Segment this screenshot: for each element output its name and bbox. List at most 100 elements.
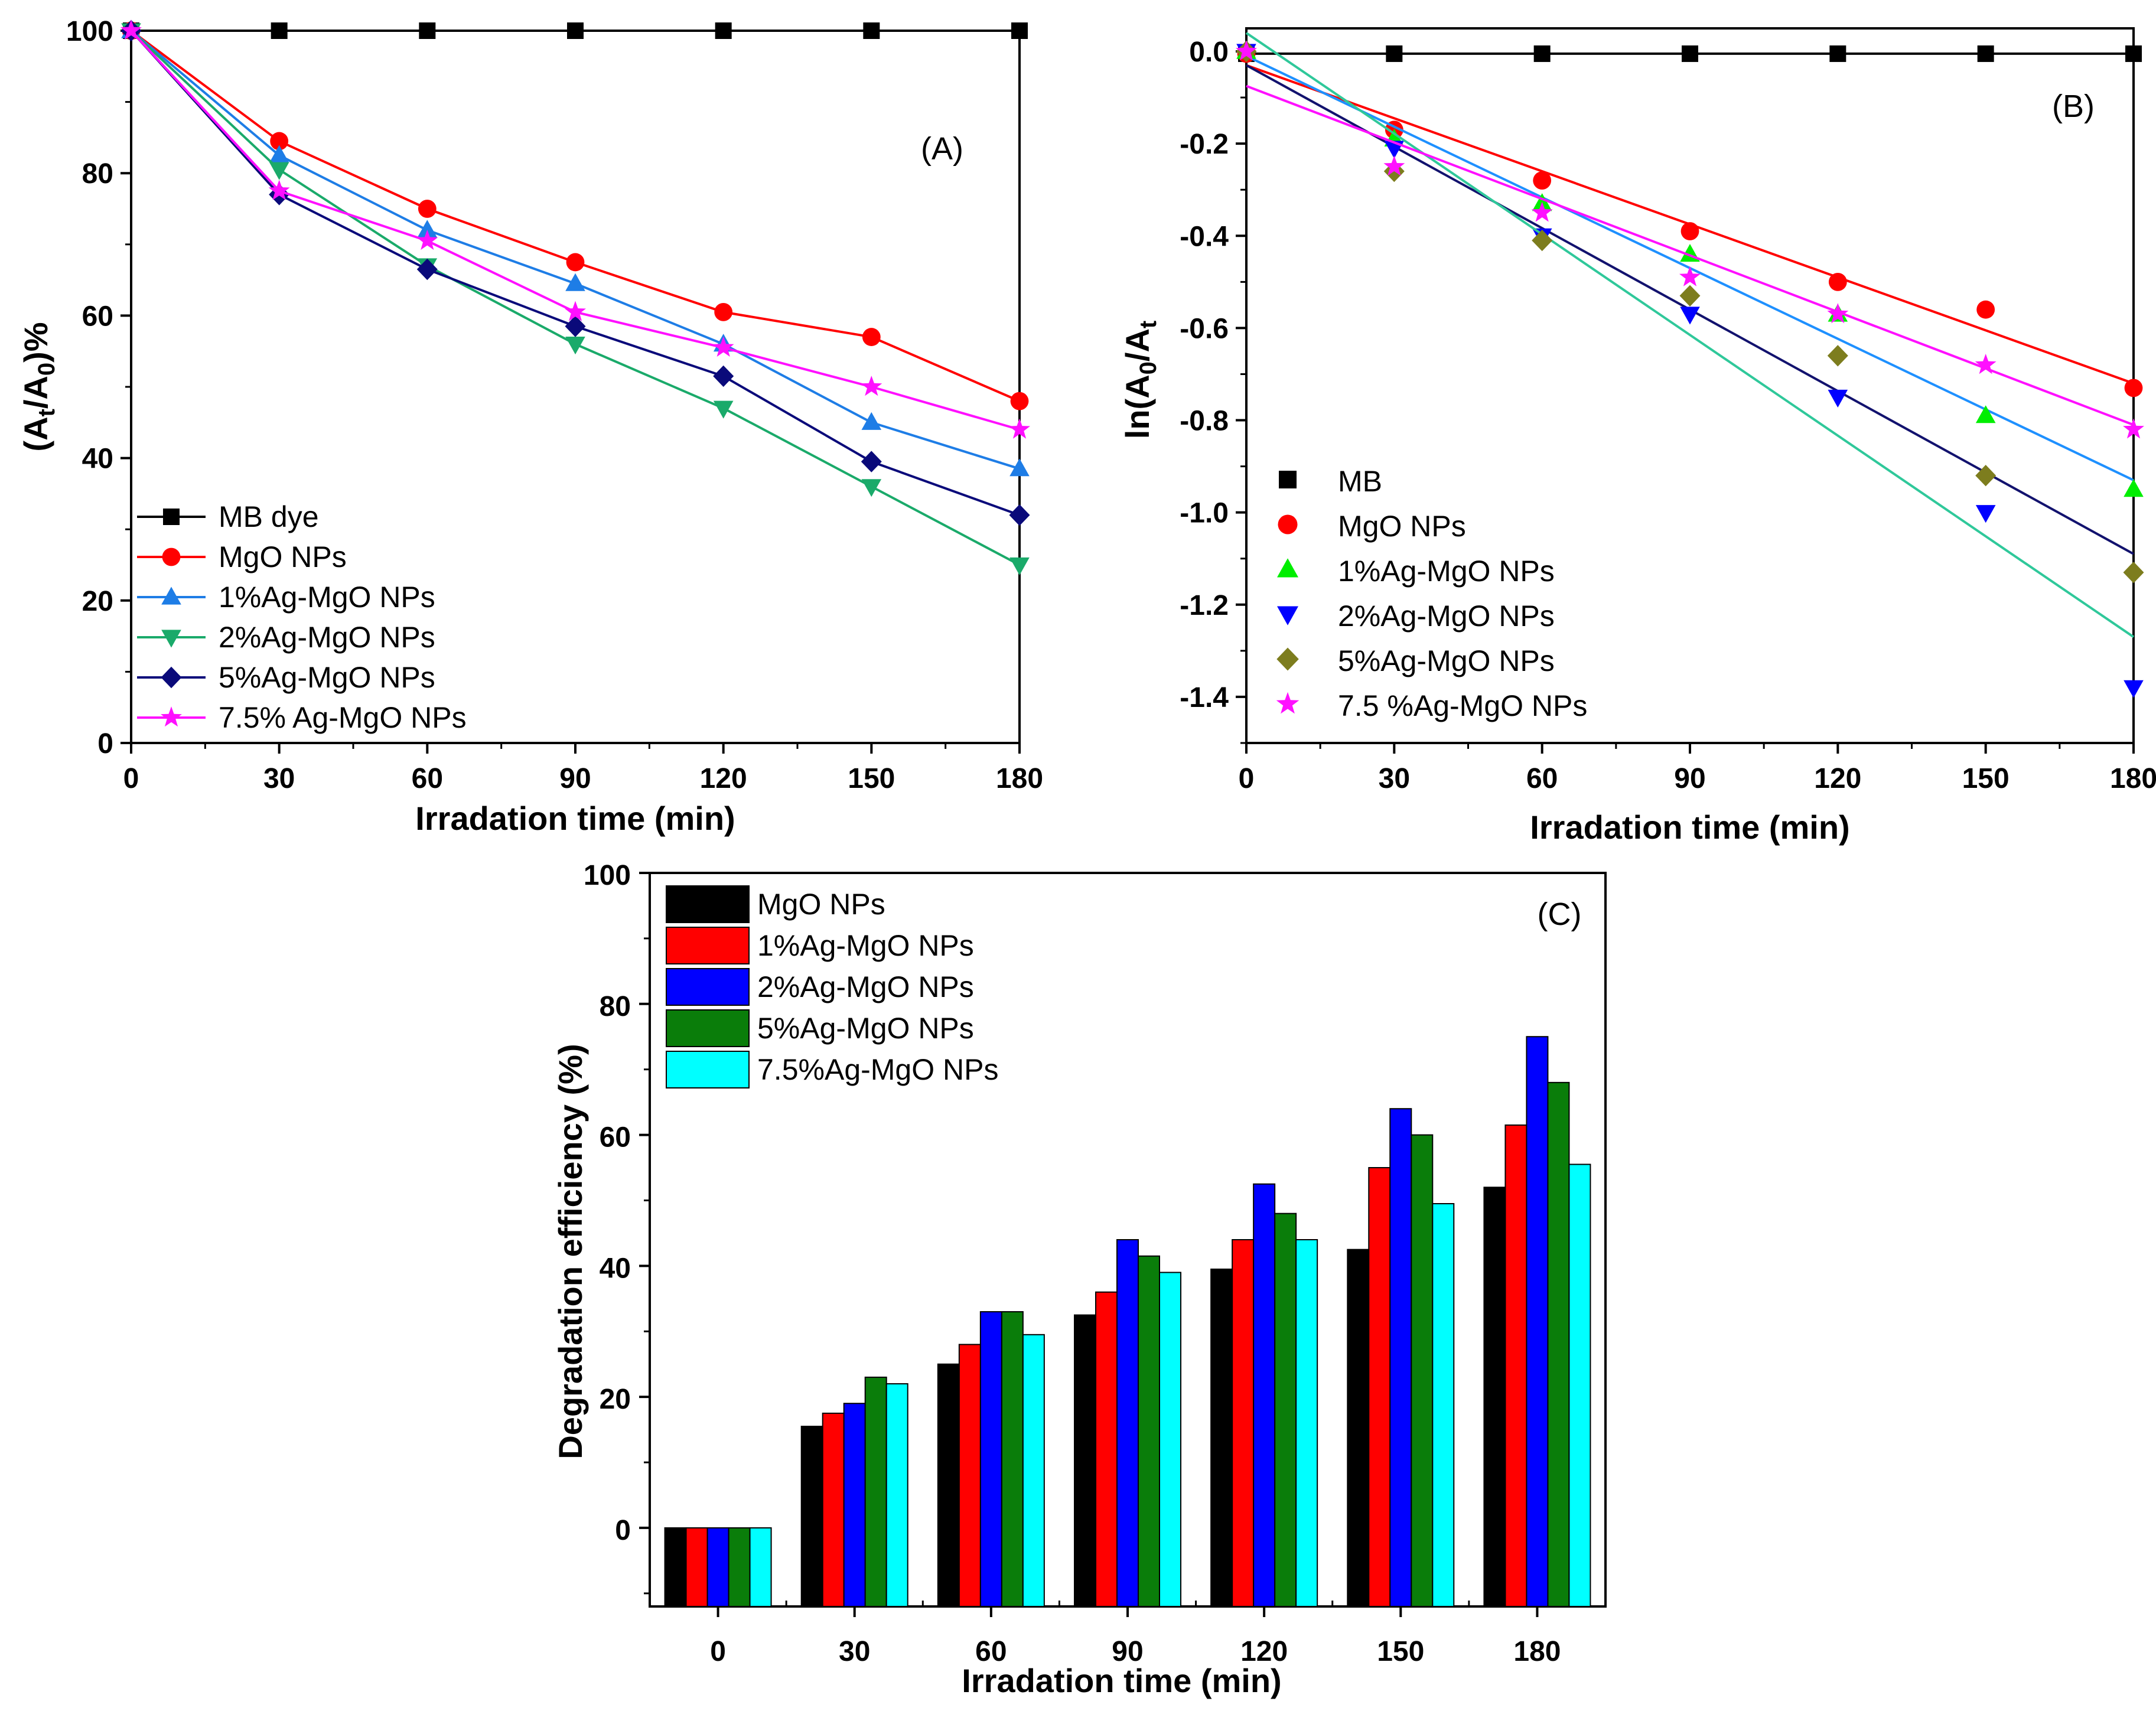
- y-axis-label: (At/A0)%: [17, 322, 60, 451]
- bar-5-ag-mgo-nps: [1001, 1311, 1024, 1608]
- legend-label: MB dye: [219, 500, 319, 533]
- data-point: [1975, 465, 1997, 487]
- bar-mgo-nps: [937, 1363, 960, 1608]
- data-point: [1679, 285, 1701, 307]
- y-tick-label: 0.0: [1189, 37, 1229, 68]
- legend-marker: [162, 547, 181, 566]
- fit-line: [1245, 32, 2135, 638]
- x-tick-label: 30: [839, 1636, 870, 1667]
- series-line: [130, 30, 1020, 566]
- x-tick-label: 90: [559, 763, 591, 794]
- y-tick-label: 0: [615, 1515, 631, 1546]
- legend-label: 7.5 %Ag-MgO NPs: [1338, 689, 1587, 722]
- bar-2-ag-mgo-nps: [706, 1527, 729, 1607]
- legend-entry: 1%Ag-MgO NPs: [1277, 555, 1555, 588]
- legend-entry: MgO NPs: [137, 540, 347, 573]
- data-point: [1827, 345, 1848, 367]
- bar-mgo-nps: [800, 1426, 823, 1608]
- legend-label: 2%Ag-MgO NPs: [219, 621, 435, 654]
- panel-tag: (A): [921, 131, 963, 167]
- legend-entry: MgO NPs: [1278, 510, 1466, 543]
- bar-mgo-nps: [1347, 1249, 1370, 1608]
- bar-2-ag-mgo-nps: [1526, 1036, 1549, 1608]
- x-tick-label: 60: [1526, 763, 1558, 794]
- data-point: [1010, 392, 1029, 410]
- bar-7-5-ag-mgo-nps: [1159, 1272, 1181, 1608]
- legend-label: 5%Ag-MgO NPs: [1338, 644, 1555, 677]
- legend-entry: 7.5% Ag-MgO NPs: [137, 701, 467, 734]
- x-axis-label: Irradation time (min): [1530, 809, 1849, 846]
- y-axis-label-part: t: [1135, 321, 1161, 328]
- data-point: [1680, 222, 1699, 240]
- legend-marker: [1279, 471, 1297, 488]
- bar-7-5-ag-mgo-nps: [1568, 1164, 1591, 1608]
- data-point: [861, 412, 882, 430]
- data-point: [1977, 45, 1994, 62]
- legend-label: 1%Ag-MgO NPs: [219, 581, 435, 614]
- y-tick-label: 60: [82, 301, 113, 332]
- data-point: [861, 479, 882, 497]
- x-tick-label: 180: [996, 763, 1043, 794]
- data-point: [567, 22, 584, 39]
- x-tick-label: 180: [1513, 1636, 1561, 1667]
- data-point: [270, 132, 289, 151]
- legend: MgO NPs 1%Ag-MgO NPs 2%Ag-MgO NPs 5%Ag-MgO …: [666, 885, 998, 1088]
- bar-mgo-nps: [664, 1527, 687, 1607]
- legend-label: 7.5% Ag-MgO NPs: [219, 701, 467, 734]
- bar-2-ag-mgo-nps: [843, 1403, 866, 1608]
- data-point: [1531, 201, 1553, 222]
- legend-label: MgO NPs: [757, 888, 885, 921]
- bar-5-ag-mgo-nps: [1274, 1213, 1297, 1607]
- bar-7-5-ag-mgo-nps: [1432, 1203, 1455, 1607]
- data-point: [1533, 171, 1552, 190]
- legend-label: 5%Ag-MgO NPs: [757, 1012, 974, 1045]
- data-point: [565, 315, 586, 337]
- data-point: [268, 180, 290, 200]
- legend: MB MgO NPs 1%Ag-MgO NPs 2%Ag-MgO NPs 5%Ag-Mg…: [1276, 465, 1587, 722]
- y-tick-label: 100: [66, 16, 113, 47]
- legend-marker: [1276, 692, 1300, 714]
- data-point: [863, 22, 880, 39]
- legend-marker: [161, 706, 182, 727]
- y-axis-label-part: )%: [17, 322, 54, 362]
- data-point: [1009, 418, 1030, 439]
- data-point: [416, 258, 438, 281]
- bar-5-ag-mgo-nps: [864, 1376, 887, 1607]
- series-2-ag-mgo-nps: [121, 23, 1030, 575]
- legend-entry: MgO NPs: [666, 885, 885, 923]
- data-point: [2123, 562, 2144, 584]
- legend-marker: [1276, 647, 1299, 671]
- y-axis-label-part: /A: [1119, 328, 1156, 361]
- x-tick-label: 60: [975, 1636, 1007, 1667]
- series-5-ag-mgo-nps: [120, 19, 1030, 526]
- data-point: [1011, 22, 1028, 39]
- legend-entry: 7.5 %Ag-MgO NPs: [1276, 689, 1587, 722]
- panel-tag: (B): [2052, 89, 2095, 124]
- bar-7-5-ag-mgo-nps: [1295, 1239, 1318, 1607]
- data-point: [861, 451, 882, 472]
- series-line: [130, 30, 1020, 470]
- legend-entry: 1%Ag-MgO NPs: [137, 581, 435, 614]
- bar-1-ag-mgo-nps: [958, 1344, 981, 1607]
- legend-label: 1%Ag-MgO NPs: [757, 929, 974, 962]
- legend-swatch: [666, 885, 750, 923]
- y-axis-label-part: (A: [17, 416, 54, 451]
- legend-label: 2%Ag-MgO NPs: [757, 970, 974, 1003]
- legend-swatch: [666, 927, 750, 964]
- data-point: [1533, 45, 1551, 62]
- panel-a-line-chart: 0 30 60 90 120 150 180 0 20 40 60 80 100 Irradation t…: [17, 16, 1043, 837]
- data-point: [2124, 379, 2143, 397]
- y-tick-label: -1.0: [1180, 498, 1229, 529]
- series-mb: [1238, 45, 2142, 62]
- y-tick-label: 60: [600, 1122, 631, 1153]
- data-point: [565, 301, 586, 321]
- data-point: [1975, 354, 1997, 374]
- y-tick-label: -1.4: [1180, 682, 1229, 713]
- data-point: [1829, 45, 1846, 62]
- bar-1-ag-mgo-nps: [1504, 1124, 1528, 1607]
- legend-label: MgO NPs: [219, 540, 347, 573]
- bar-2-ag-mgo-nps: [1253, 1183, 1276, 1607]
- data-point: [1828, 272, 1847, 291]
- legend-entry: 5%Ag-MgO NPs: [1276, 644, 1555, 677]
- bar-7-5-ag-mgo-nps: [885, 1383, 908, 1608]
